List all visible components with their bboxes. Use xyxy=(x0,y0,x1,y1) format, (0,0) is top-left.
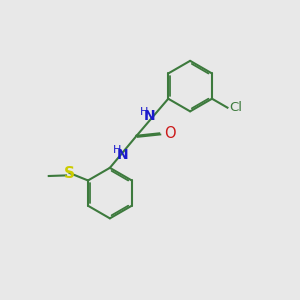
Text: S: S xyxy=(64,166,75,181)
Text: Cl: Cl xyxy=(229,101,242,114)
Text: N: N xyxy=(144,109,156,123)
Text: O: O xyxy=(164,126,176,141)
Text: N: N xyxy=(117,148,128,162)
Text: H: H xyxy=(112,145,121,155)
Text: H: H xyxy=(140,107,148,117)
